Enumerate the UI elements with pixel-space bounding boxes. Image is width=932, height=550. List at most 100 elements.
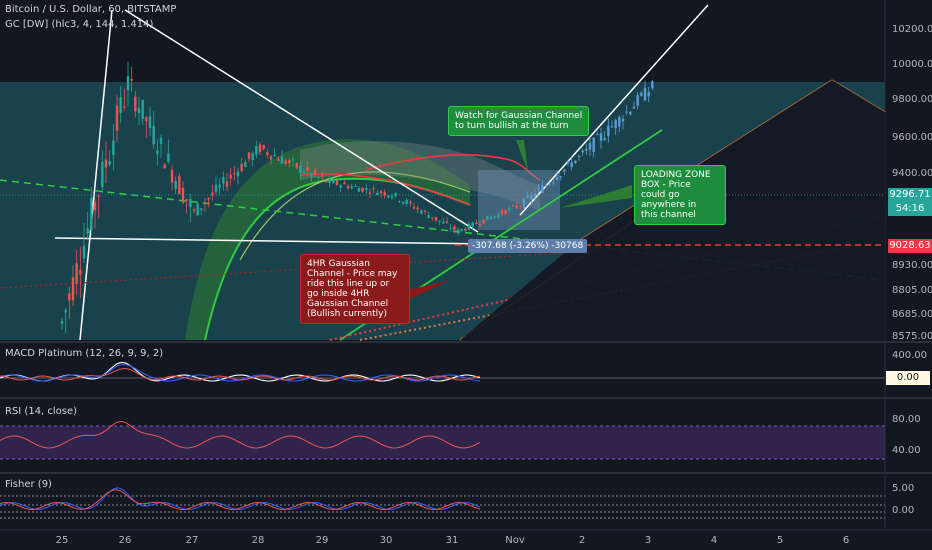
candle-body — [145, 117, 148, 122]
candle-body — [442, 221, 445, 224]
candle-body — [621, 118, 625, 122]
candle-body — [585, 148, 588, 151]
candle-body — [559, 176, 562, 178]
indicator-legend-gc[interactable]: GC [DW] (hlc3, 4, 144, 1.414) — [5, 19, 154, 30]
candle-body — [218, 184, 221, 188]
candle-body — [555, 177, 559, 180]
candle-body — [482, 219, 485, 224]
candle-body — [357, 188, 361, 192]
loading-zone-note[interactable]: LOADING ZONE BOX - Price could go anywhe… — [634, 165, 726, 225]
candle-body — [126, 76, 130, 91]
candle-body — [251, 153, 254, 160]
candle-body — [280, 156, 284, 164]
candle-body — [566, 162, 570, 164]
candle-body — [86, 228, 89, 234]
trendline-descending — [124, 9, 479, 233]
candle-body — [449, 228, 452, 230]
rsi-tick-40: 40.00 — [892, 445, 921, 456]
candle-body — [614, 119, 617, 129]
candle-body — [189, 199, 192, 207]
four-hr-note-arrow — [408, 280, 450, 300]
loading-zone-box — [478, 170, 560, 230]
fisher-pane-label[interactable]: Fisher (9) — [5, 479, 52, 490]
last-price-tag: 9296.71 — [888, 188, 932, 202]
candle-body — [97, 196, 100, 198]
candle-body — [390, 196, 394, 198]
four-hr-note[interactable]: 4HR Gaussian Channel - Price may ride th… — [300, 254, 410, 324]
candle-body — [522, 199, 526, 209]
time-tick: 30 — [379, 535, 393, 546]
candle-body — [229, 174, 232, 179]
candle-body — [497, 213, 500, 218]
candle-body — [148, 116, 152, 128]
price-tick: 9400.00 — [892, 168, 932, 179]
candle-body — [401, 201, 405, 204]
candle-body — [541, 185, 544, 193]
price-tick: 8575.00 — [892, 331, 932, 342]
candle-body — [383, 192, 386, 196]
price-tick: 9600.00 — [892, 132, 932, 143]
candle-body — [167, 153, 170, 162]
candle-body — [599, 133, 603, 141]
candle-body — [141, 99, 144, 119]
macd-value-tag: 0.00 — [886, 371, 930, 385]
candle-body — [588, 142, 592, 150]
candle-body — [299, 165, 302, 174]
candle-body — [247, 152, 251, 159]
candle-body — [456, 229, 460, 234]
candle-body — [266, 152, 269, 155]
candle-body — [629, 111, 632, 115]
countdown-tag: 54:16 — [888, 202, 932, 216]
candle-body — [156, 150, 159, 155]
candle-body — [130, 79, 133, 81]
time-tick: 6 — [842, 535, 850, 546]
candle-body — [500, 210, 504, 214]
candle-body — [68, 293, 71, 301]
candle-body — [376, 192, 379, 196]
candle-body — [412, 206, 416, 209]
candle-body — [515, 205, 518, 208]
candle-body — [533, 193, 537, 197]
candle-body — [60, 321, 64, 324]
candle-body — [467, 223, 471, 230]
candle-body — [137, 108, 141, 114]
candle-body — [288, 160, 291, 164]
candle-body — [178, 176, 181, 195]
symbol-title[interactable]: Bitcoin / U.S. Dollar, 60, BITSTAMP — [5, 4, 177, 15]
candle-body — [277, 158, 280, 161]
time-tick: 3 — [644, 535, 652, 546]
time-tick: 28 — [251, 535, 265, 546]
candle-body — [346, 186, 350, 189]
rsi-pane-label[interactable]: RSI (14, close) — [5, 406, 78, 417]
candle-body — [328, 178, 331, 184]
candle-body — [354, 185, 357, 187]
candle-body — [519, 205, 522, 207]
candle-body — [350, 186, 353, 189]
price-tick: 8805.00 — [892, 285, 932, 296]
candle-body — [544, 185, 548, 187]
candle-body — [464, 228, 467, 231]
candle-body — [632, 106, 636, 109]
time-tick: 31 — [445, 535, 459, 546]
red-gaussian-line — [364, 154, 541, 181]
candle-body — [295, 163, 298, 168]
candle-body — [493, 216, 496, 218]
candle-body — [475, 222, 478, 225]
candle-body — [361, 187, 364, 192]
candle-body — [643, 87, 647, 101]
candle-body — [640, 92, 643, 96]
fisher-line — [0, 487, 481, 511]
macd-pane-label[interactable]: MACD Platinum (12, 26, 9, 9, 2) — [5, 348, 164, 359]
candle-body — [526, 195, 529, 198]
candle-body — [618, 117, 621, 127]
candle-body — [423, 210, 427, 212]
price-tick: 8685.00 — [892, 309, 932, 320]
candle-body — [471, 222, 474, 227]
candle-body — [200, 208, 203, 211]
gaussian-turn-note[interactable]: Watch for Gaussian Channel to turn bulli… — [448, 106, 590, 136]
candle-body — [211, 192, 214, 195]
candle-body — [192, 209, 196, 211]
price-tick: 9800.00 — [892, 94, 932, 105]
candle-body — [453, 226, 456, 230]
